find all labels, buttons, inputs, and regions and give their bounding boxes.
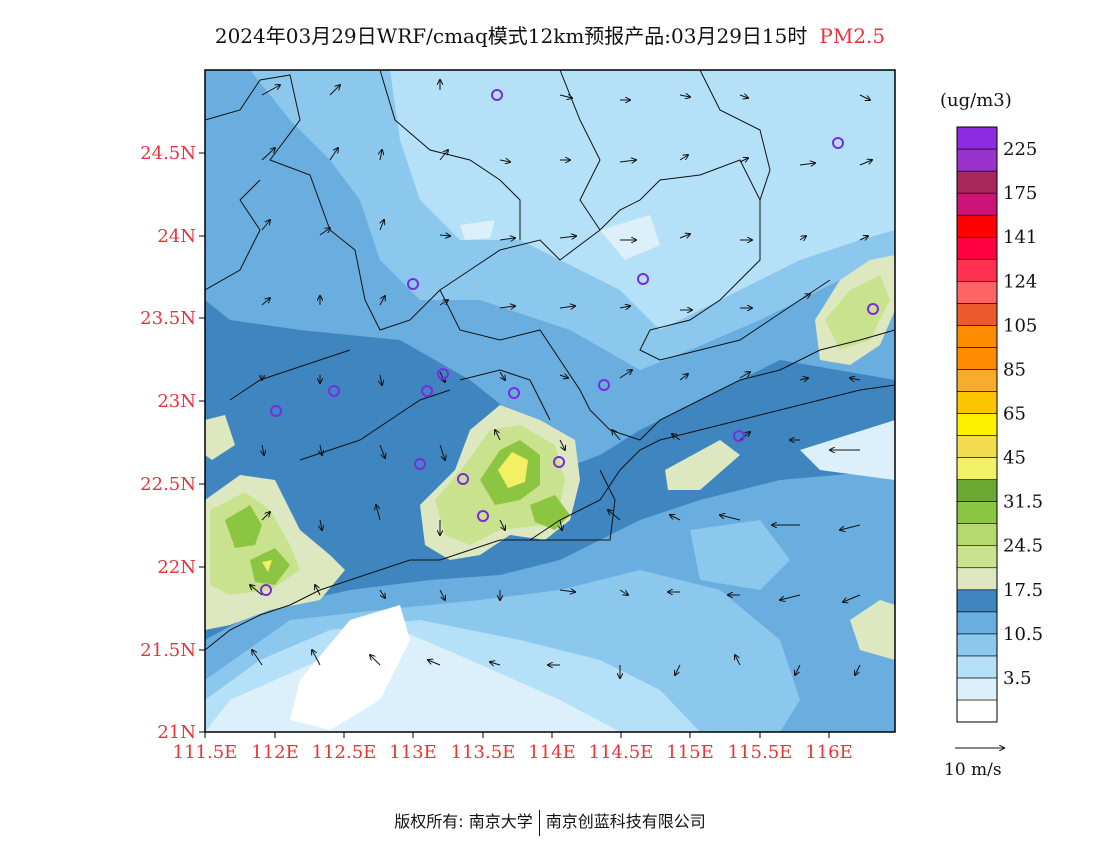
legend-label: 17.5 xyxy=(1003,580,1043,601)
pm25-field xyxy=(205,70,895,732)
lon-label: 112E xyxy=(251,742,299,763)
lat-label: 21.5N xyxy=(140,640,196,661)
legend-swatch xyxy=(956,325,998,348)
title-main: 2024年03月29日WRF/cmaq模式12km预报产品:03月29日15时 xyxy=(214,24,808,48)
site-markers xyxy=(260,89,879,596)
legend-label: 45 xyxy=(1003,448,1026,469)
legend-swatch xyxy=(956,435,998,458)
legend-swatch xyxy=(956,655,998,679)
lat-label: 23N xyxy=(157,391,196,412)
legend-label: 31.5 xyxy=(1003,492,1043,513)
legend-swatch xyxy=(956,170,998,194)
legend-swatch xyxy=(956,699,998,723)
legend-label: 65 xyxy=(1003,403,1026,424)
legend-label: 124 xyxy=(1003,271,1037,292)
lat-label: 22N xyxy=(157,557,196,578)
field-band-lighter xyxy=(390,70,895,330)
legend-swatch xyxy=(956,413,998,436)
legend-swatch xyxy=(956,501,998,524)
boundaries xyxy=(205,70,895,651)
legend-frame xyxy=(956,126,998,723)
chart-title: 2024年03月29日WRF/cmaq模式12km预报产品:03月29日15时 P… xyxy=(0,20,1100,49)
lat-label: 22.5N xyxy=(140,474,196,495)
field-patch-pale-2 xyxy=(460,220,495,240)
legend-swatch xyxy=(956,148,998,172)
legend-label: 3.5 xyxy=(1003,668,1032,689)
legend-label: 10.5 xyxy=(1003,624,1043,645)
legend-swatch xyxy=(956,589,998,613)
field-patch-pale xyxy=(600,215,660,260)
lon-label: 115E xyxy=(666,742,714,763)
lon-label: 113.5E xyxy=(451,742,516,763)
legend-label: 175 xyxy=(1003,183,1037,204)
lat-label: 24N xyxy=(157,226,196,247)
legend-swatch xyxy=(956,567,998,591)
lon-label: 111.5E xyxy=(173,742,238,763)
legend-swatch xyxy=(956,391,998,414)
legend-swatch xyxy=(956,236,998,260)
legend-swatch xyxy=(956,347,998,370)
legend-unit: (ug/m3) xyxy=(940,90,1012,111)
legend-label: 24.5 xyxy=(1003,536,1043,557)
wind-reference-label: 10 m/s xyxy=(944,760,1002,780)
field-east-light xyxy=(690,520,790,590)
lon-label: 112.5E xyxy=(312,742,377,763)
lat-label: 21N xyxy=(157,722,196,743)
plume-west-edge xyxy=(205,415,235,460)
legend-swatch xyxy=(956,258,998,282)
copyright-footer: 版权所有: 南京大学 南京创蓝科技有限公司 xyxy=(0,808,1100,836)
color-legend: 3.5 10.5 17.5 24.5 31.5 45 65 85 105 124 141 175 225 xyxy=(956,126,1043,723)
legend-swatch xyxy=(956,369,998,392)
wind-arrows xyxy=(250,80,872,678)
legend-swatch xyxy=(956,214,998,238)
legend-swatch xyxy=(956,457,998,480)
legend-swatch xyxy=(956,280,998,304)
title-variable: PM2.5 xyxy=(819,24,886,48)
legend-swatch xyxy=(956,545,998,569)
legend-label: 85 xyxy=(1003,359,1026,380)
lon-label: 115.5E xyxy=(728,742,793,763)
footer-left: 版权所有: 南京大学 xyxy=(394,812,533,831)
plume-east-coast xyxy=(665,440,740,490)
plume-southeast xyxy=(850,600,895,660)
legend-swatch xyxy=(956,677,998,701)
legend-swatch xyxy=(956,302,998,326)
legend-label: 105 xyxy=(1003,315,1037,336)
legend-swatch xyxy=(956,192,998,216)
legend-swatch xyxy=(956,633,998,657)
longitude-axis: 111.5E 112E 112.5E 113E 113.5E 114E 114.… xyxy=(173,732,853,763)
lon-label: 116E xyxy=(805,742,853,763)
legend-swatch xyxy=(956,479,998,502)
latitude-axis: 24.5N 24N 23.5N 23N 22.5N 22N 21.5N 21N xyxy=(140,143,205,743)
lon-label: 114.5E xyxy=(589,742,654,763)
footer-right: 南京创蓝科技有限公司 xyxy=(545,812,706,831)
legend-swatch xyxy=(956,523,998,547)
lon-label: 114E xyxy=(528,742,576,763)
legend-swatch xyxy=(956,611,998,635)
lon-label: 113E xyxy=(389,742,437,763)
lat-label: 24.5N xyxy=(140,143,196,164)
field-sea-clean xyxy=(290,605,410,730)
legend-swatch xyxy=(956,126,998,150)
legend-label: 141 xyxy=(1003,227,1037,248)
footer-divider xyxy=(538,809,540,836)
legend-label: 225 xyxy=(1003,139,1037,160)
lat-label: 23.5N xyxy=(140,308,196,329)
